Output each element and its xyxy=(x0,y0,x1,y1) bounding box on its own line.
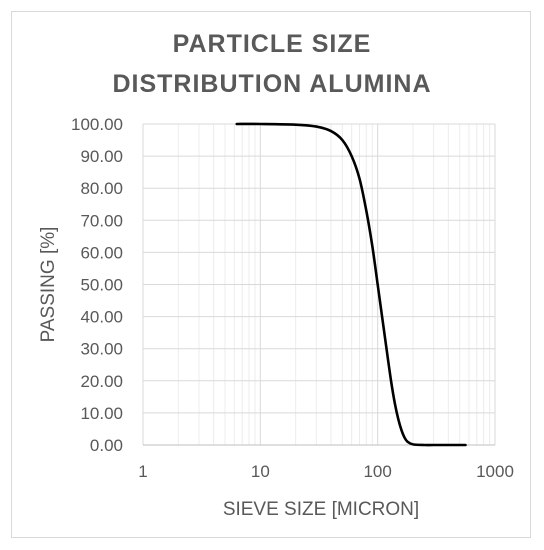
series-line xyxy=(235,122,467,447)
x-axis-title: SIEVE SIZE [MICRON] xyxy=(223,499,419,520)
y-tick-label: 70.00 xyxy=(80,211,123,230)
x-tick-label: 10 xyxy=(251,462,270,481)
chart-title-line-2: DISTRIBUTION ALUMINA xyxy=(112,70,432,98)
y-axis-title: PASSING [%] xyxy=(38,227,59,343)
chart-title-line-1: PARTICLE SIZE xyxy=(172,30,372,58)
y-tick-label: 100.00 xyxy=(71,115,123,134)
y-tick-label: 80.00 xyxy=(80,179,123,198)
y-tick-label: 50.00 xyxy=(80,276,123,295)
y-tick-label: 60.00 xyxy=(80,243,123,262)
y-tick-label: 10.00 xyxy=(80,404,123,423)
x-tick-label: 1 xyxy=(138,462,147,481)
y-tick-label: 20.00 xyxy=(80,372,123,391)
chart-frame xyxy=(11,11,531,538)
y-tick-label: 30.00 xyxy=(80,340,123,359)
x-tick-label: 100 xyxy=(363,462,391,481)
y-tick-label: 90.00 xyxy=(80,147,123,166)
x-tick-label: 1000 xyxy=(476,462,514,481)
y-tick-label: 40.00 xyxy=(80,308,123,327)
y-tick-label: 0.00 xyxy=(90,436,123,455)
